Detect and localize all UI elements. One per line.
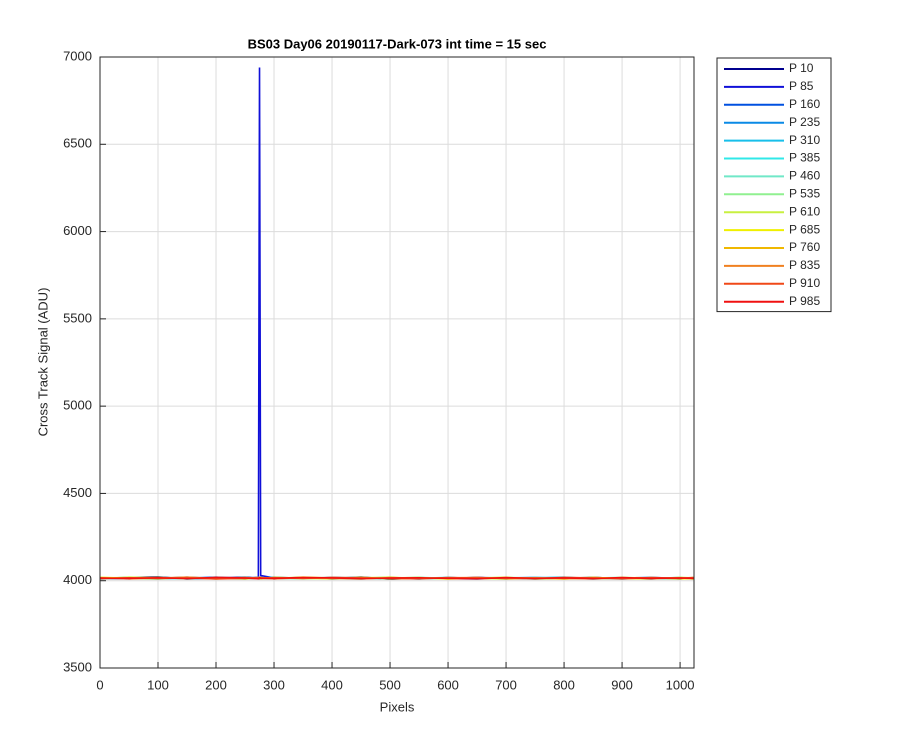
legend-label: P 85 (789, 79, 814, 93)
x-tick-label: 0 (96, 677, 103, 692)
x-tick-label: 500 (379, 677, 401, 692)
legend-label: P 385 (789, 151, 820, 165)
x-tick-label: 200 (205, 677, 227, 692)
x-tick-label: 300 (263, 677, 285, 692)
y-tick-label: 6000 (63, 223, 92, 238)
x-tick-label: 900 (611, 677, 633, 692)
legend-label: P 685 (789, 222, 820, 236)
legend-label: P 535 (789, 186, 820, 200)
legend-label: P 310 (789, 133, 820, 147)
y-tick-label: 6500 (63, 136, 92, 151)
legend-label: P 160 (789, 97, 820, 111)
legend-label: P 760 (789, 240, 820, 254)
x-tick-label: 1000 (666, 677, 695, 692)
legend-label: P 910 (789, 276, 820, 290)
x-tick-label: 100 (147, 677, 169, 692)
y-tick-label: 4000 (63, 572, 92, 587)
plot-area (100, 57, 694, 668)
series-line (99, 576, 694, 580)
axes-box (99, 56, 695, 669)
x-axis-label: Pixels (380, 699, 415, 714)
legend-label: P 985 (789, 294, 820, 308)
y-tick-label: 5000 (63, 398, 92, 413)
y-tick-label: 5500 (63, 310, 92, 325)
legend-label: P 460 (789, 169, 820, 183)
legend-box (716, 57, 832, 313)
y-tick-label: 7000 (63, 48, 92, 63)
legend-label: P 235 (789, 115, 820, 129)
x-tick-label: 400 (321, 677, 343, 692)
y-tick-label: 4500 (63, 485, 92, 500)
y-axis-label: Cross Track Signal (ADU) (35, 288, 50, 437)
legend-label: P 835 (789, 258, 820, 272)
x-tick-label: 600 (437, 677, 459, 692)
legend-label: P 10 (789, 61, 814, 75)
legend-label: P 610 (789, 204, 820, 218)
x-tick-label: 700 (495, 677, 517, 692)
x-tick-label: 800 (553, 677, 575, 692)
y-tick-label: 3500 (63, 659, 92, 674)
chart-title: BS03 Day06 20190117-Dark-073 int time = … (248, 36, 547, 51)
